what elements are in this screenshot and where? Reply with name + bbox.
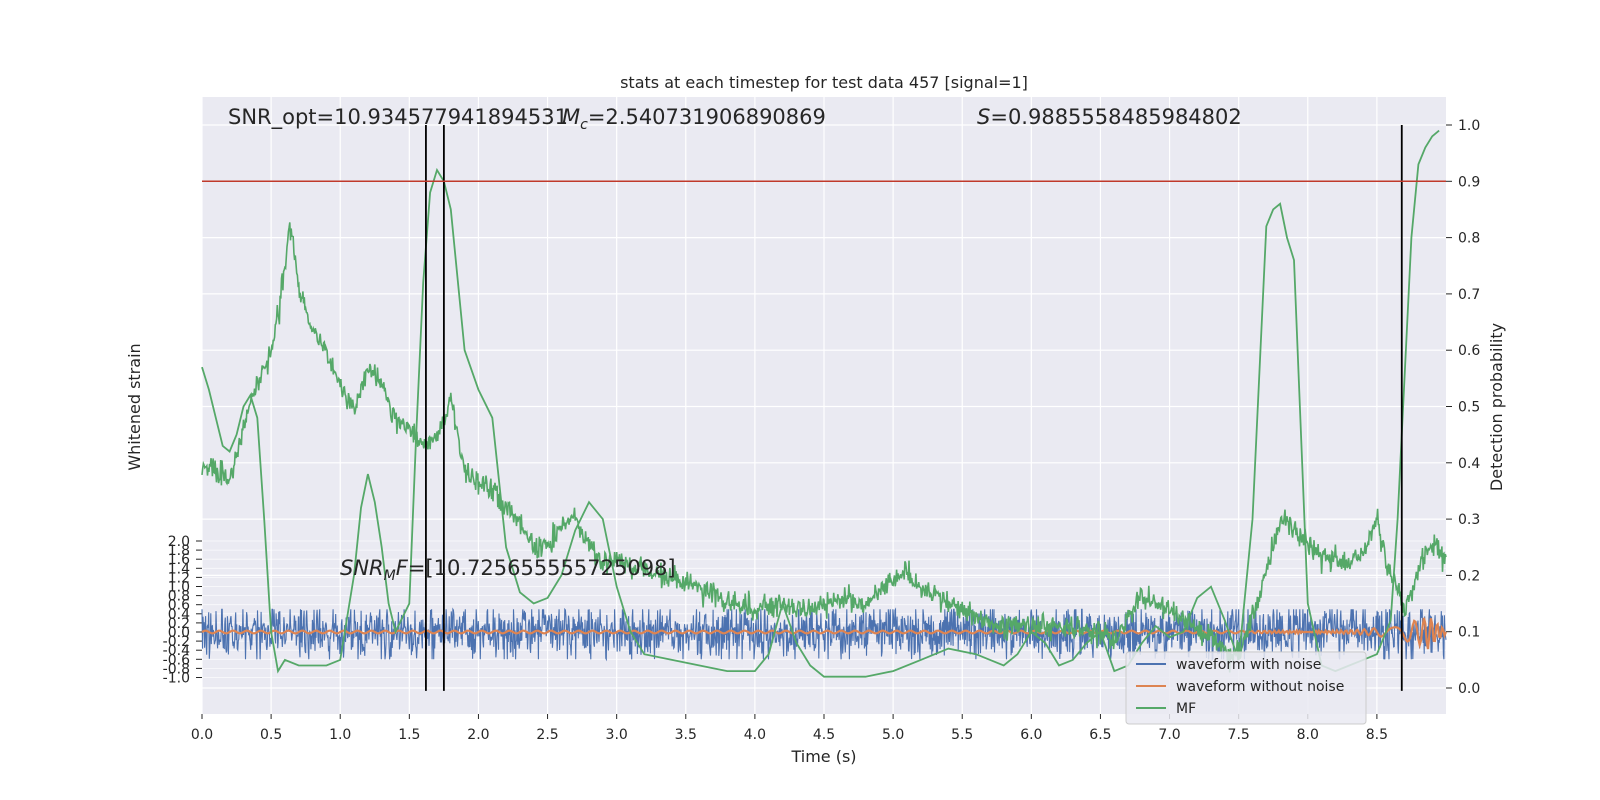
- left-tick-label: 1.4: [168, 561, 190, 577]
- right-tick-label: 0.4: [1458, 456, 1480, 472]
- right-tick-label: 0.2: [1458, 568, 1480, 584]
- x-tick-label: 5.0: [882, 727, 904, 743]
- legend-entry-mf: MF: [1176, 701, 1196, 717]
- detection-probability-line: [201, 129, 1440, 678]
- right-tick-label: 1.0: [1458, 118, 1480, 134]
- left-tick-label: 0.6: [168, 598, 190, 614]
- left-tick-label: 0.2: [168, 616, 190, 632]
- legend-entry-noise: waveform with noise: [1176, 657, 1321, 673]
- right-tick-label: 0.9: [1458, 174, 1480, 190]
- left-tick-label: -0.6: [163, 652, 190, 668]
- left-tick-label: 0.0: [168, 625, 190, 641]
- chart-title: stats at each timestep for test data 457…: [620, 73, 1028, 92]
- right-tick-label: 0.6: [1458, 343, 1480, 359]
- right-axis-label: Detection probability: [1487, 323, 1506, 491]
- x-tick-label: 4.0: [744, 727, 766, 743]
- x-tick-label: 3.0: [606, 727, 628, 743]
- right-tick-label: 0.7: [1458, 287, 1480, 303]
- left-tick-label: -0.4: [163, 643, 190, 659]
- left-axis-label: Whitened strain: [125, 343, 144, 470]
- x-axis-label: Time (s): [790, 747, 856, 766]
- x-tick-label: 8.5: [1366, 727, 1388, 743]
- x-tick-label: 5.5: [951, 727, 973, 743]
- snr-opt-annotation: SNR_opt=10.934577941894531: [228, 105, 568, 130]
- x-tick-label: 7.0: [1158, 727, 1180, 743]
- left-axis-ticks: -1.0-0.8-0.6-0.4-0.20.00.20.40.60.81.01.…: [163, 534, 202, 687]
- x-tick-label: 8.0: [1297, 727, 1319, 743]
- right-tick-label: 0.5: [1458, 400, 1480, 416]
- left-tick-label: -0.8: [163, 661, 190, 677]
- legend-entry-clean: waveform without noise: [1176, 679, 1344, 695]
- mf-path: [201, 222, 1447, 673]
- left-tick-label: 1.0: [168, 580, 190, 596]
- right-tick-label: 0.8: [1458, 231, 1480, 247]
- detection-probability-path: [201, 129, 1440, 678]
- left-tick-label: 1.2: [168, 570, 190, 586]
- chirp-mass-annotation: Mc=2.540731906890869: [562, 105, 826, 133]
- left-tick-label: -0.2: [163, 634, 190, 650]
- right-tick-label: 0.3: [1458, 512, 1480, 528]
- x-tick-label: 0.0: [191, 727, 213, 743]
- left-tick-label: -1.0: [163, 671, 190, 687]
- legend: waveform with noise waveform without noi…: [1125, 651, 1367, 725]
- left-tick-label: 0.4: [168, 607, 190, 623]
- right-tick-label: 0.1: [1458, 625, 1480, 641]
- x-tick-label: 2.5: [536, 727, 558, 743]
- x-tick-label: 1.0: [329, 727, 351, 743]
- x-tick-label: 3.5: [675, 727, 697, 743]
- x-tick-label: 7.5: [1228, 727, 1250, 743]
- x-tick-label: 6.5: [1089, 727, 1111, 743]
- waveform-with-noise-path: [201, 607, 1447, 662]
- x-tick-label: 0.5: [260, 727, 282, 743]
- x-tick-label: 6.0: [1020, 727, 1042, 743]
- left-tick-label: 1.6: [168, 552, 190, 568]
- snr-mf-annotation: SNRMF=[10.725655555725098]: [340, 556, 676, 584]
- left-tick-label: 2.0: [168, 534, 190, 550]
- legend-box: [1125, 651, 1367, 725]
- x-tick-label: 4.5: [813, 727, 835, 743]
- vertical-markers: [425, 125, 1403, 691]
- waveform-without-noise-line: [201, 617, 1448, 650]
- right-tick-label: 0.0: [1458, 681, 1480, 697]
- mf-line: [201, 222, 1447, 673]
- x-tick-label: 1.5: [398, 727, 420, 743]
- left-tick-label: 0.8: [168, 589, 190, 605]
- s-annotation: S=0.9885558485984802: [977, 105, 1242, 129]
- left-tick-label: 1.8: [168, 543, 190, 559]
- waveform-with-noise-line: [201, 607, 1447, 662]
- waveform-without-noise-path: [201, 617, 1448, 650]
- x-tick-label: 2.0: [467, 727, 489, 743]
- right-axis-ticks: 0.0 0.1 0.2 0.3 0.4 0.5 0.6 0.7 0.8 0.9 1.0: [1446, 118, 1480, 697]
